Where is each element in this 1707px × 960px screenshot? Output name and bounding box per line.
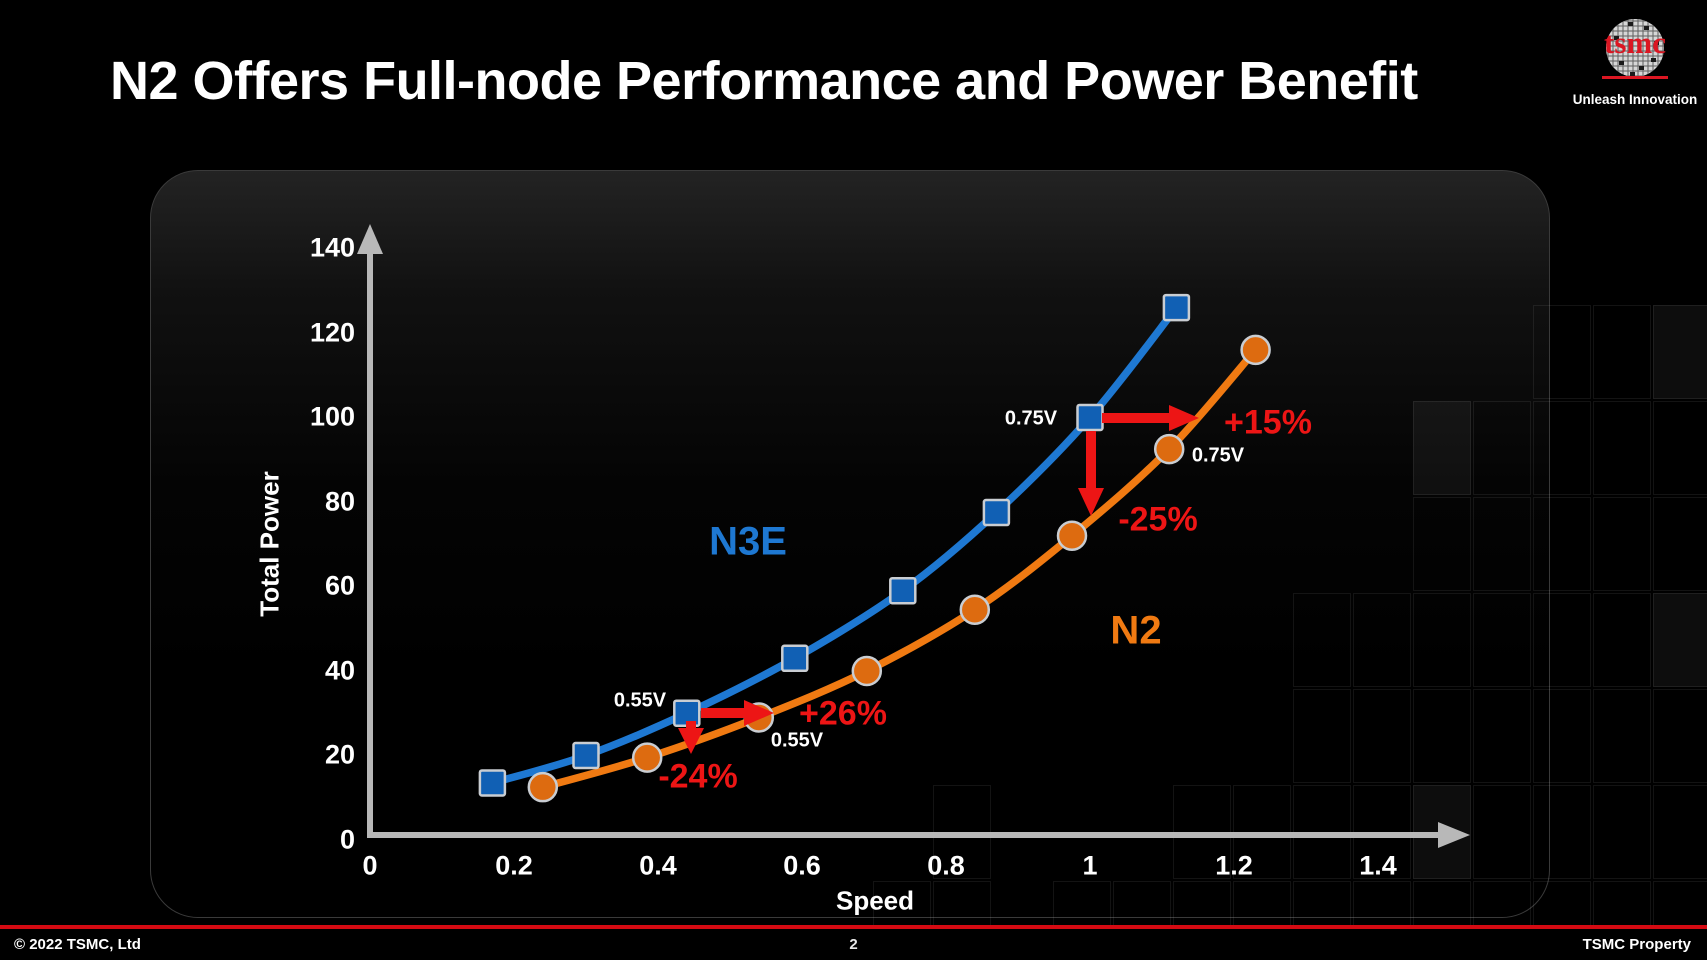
y-axis-title: Total Power — [254, 471, 285, 617]
y-tick-label: 120 — [309, 317, 355, 348]
x-tick-label: 1 — [1082, 850, 1098, 881]
power-saving-055-label: -24% — [658, 757, 738, 796]
x-tick-label: 0.4 — [639, 850, 677, 881]
property-notice: TSMC Property — [1582, 936, 1691, 953]
x-tick-label: 0.2 — [495, 850, 533, 881]
x-tick-label: 0.6 — [783, 850, 821, 881]
x-axis-title: Speed — [835, 885, 915, 916]
wafer-icon — [1606, 19, 1664, 77]
page-title: N2 Offers Full-node Performance and Powe… — [110, 51, 1418, 111]
y-tick-label: 80 — [324, 486, 355, 517]
chart-panel — [150, 170, 1550, 918]
n2-curve-label: N2 — [1110, 608, 1162, 653]
y-tick-label: 20 — [324, 739, 355, 770]
x-tick-label: 0.8 — [927, 850, 965, 881]
page-number: 2 — [849, 936, 858, 953]
n3e-055v-label: 0.55V — [613, 689, 667, 712]
n3e-075v-label: 0.75V — [1004, 407, 1058, 430]
speed-gain-075-label: +15% — [1224, 403, 1312, 442]
y-tick-label: 40 — [324, 655, 355, 686]
tsmc-logo: tsmc Unleash Innovation — [1563, 0, 1707, 112]
n2-055v-label: 0.55V — [770, 729, 824, 752]
power-saving-075-label: -25% — [1118, 500, 1198, 539]
x-tick-label: 1.2 — [1215, 850, 1253, 881]
x-tick-label: 1.4 — [1359, 850, 1397, 881]
speed-gain-055-label: +26% — [799, 694, 887, 733]
x-tick-label: 0 — [362, 850, 378, 881]
logo-tagline: Unleash Innovation — [1572, 92, 1698, 107]
y-tick-label: 0 — [339, 824, 355, 855]
tsmc-wordmark: tsmc — [1604, 25, 1666, 60]
y-tick-label: 140 — [309, 232, 355, 263]
n3e-curve-label: N3E — [709, 519, 787, 564]
footer-accent-line — [0, 925, 1707, 929]
copyright-text: © 2022 TSMC, Ltd — [14, 936, 141, 953]
y-tick-label: 60 — [324, 570, 355, 601]
logo-underline — [1602, 76, 1668, 79]
footer: © 2022 TSMC, Ltd 2 TSMC Property — [0, 929, 1707, 960]
n2-075v-label: 0.75V — [1191, 444, 1245, 467]
y-tick-label: 100 — [309, 401, 355, 432]
